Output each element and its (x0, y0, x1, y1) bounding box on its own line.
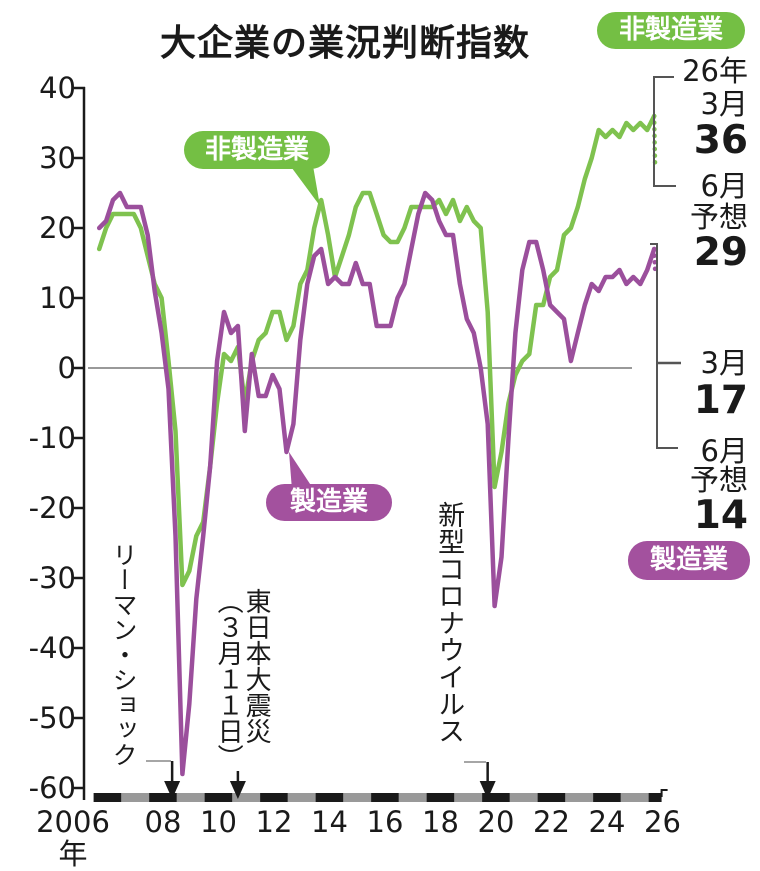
callout-nm-year: 26年 (682, 54, 748, 88)
x-axis-year-block (121, 793, 150, 802)
x-tick-label: 24 (588, 805, 626, 839)
callout-nm-forecast-value: 29 (693, 230, 748, 275)
x-tick-label: 22 (533, 805, 570, 839)
x-axis-year-block (426, 793, 455, 802)
x-axis-year-block (343, 793, 372, 802)
x-axis-year-block (593, 793, 621, 802)
manufacturing-callout-bracket (650, 243, 678, 449)
x-tick-label: 16 (366, 805, 404, 839)
y-tick-label: -50 (28, 701, 76, 735)
y-tick-label: -40 (28, 631, 76, 665)
annotation-earthquake-line2: （３月１１日） (213, 588, 244, 770)
y-tick-label: -60 (28, 771, 76, 805)
callout-nm-forecast-word: 予想 (689, 200, 748, 234)
nonmanufacturing-callout-bracket (653, 76, 676, 187)
manufacturing-label-tail (289, 452, 314, 490)
x-axis-year-block (315, 793, 344, 802)
callout-m-month: 3月 (700, 346, 748, 380)
x-axis-year-block (565, 793, 594, 802)
nonmanufacturing-label-tail (286, 160, 320, 206)
legend-badge-manufacturing: 製造業 (628, 541, 750, 580)
x-axis-year-block (287, 793, 316, 802)
y-tick-label: -20 (28, 491, 76, 525)
callout-m-forecast-word: 予想 (689, 463, 748, 497)
callout-m-forecast-value: 14 (693, 493, 748, 538)
x-axis-year-block (398, 793, 427, 802)
covid-arrow-head (479, 781, 496, 799)
x-tick-label: 18 (422, 805, 459, 839)
y-tick-label: 30 (39, 141, 76, 175)
x-axis-year-block (260, 793, 288, 802)
annotation-lehman-shock: リーマン・ショック (109, 542, 138, 767)
x-tick-label: 10 (200, 805, 237, 839)
y-tick-label: 40 (39, 71, 76, 105)
x-axis-year-block (509, 793, 538, 802)
series-label-nonmanufacturing: 非製造業 (184, 131, 330, 169)
x-tick-label: 12 (255, 805, 293, 839)
y-tick-label: -30 (28, 561, 76, 595)
x-axis-year-block (149, 793, 177, 802)
page-title: 大企業の業況判断指数 (159, 23, 530, 64)
callout-m-value: 17 (693, 378, 748, 423)
x-axis-year-block (620, 793, 649, 802)
annotation-covid: 新型コロナウイルス (433, 501, 465, 744)
y-tick-label: 20 (39, 211, 76, 245)
x-axis-year-block (454, 793, 483, 802)
x-tick-label: 08 (144, 805, 182, 839)
earthquake-arrow-head (229, 781, 246, 799)
manufacturing-line (96, 190, 657, 777)
x-axis-year-block (204, 793, 233, 802)
callout-m-forecast-month: 6月 (700, 434, 748, 468)
y-tick-label: 10 (39, 281, 76, 315)
lehman-arrow-head (164, 781, 181, 799)
x-tick-label: 26 (644, 805, 681, 839)
x-axis-year-block (648, 793, 662, 802)
nonmanufacturing-line (96, 113, 657, 588)
annotation-earthquake-line1: 東日本大震災 (241, 588, 272, 744)
x-axis-year-block (93, 793, 122, 802)
x-tick-label: 20 (477, 805, 515, 839)
callout-nm-month: 3月 (700, 87, 748, 121)
x-axis-year-block (537, 793, 566, 802)
x-axis-year-block (232, 793, 261, 802)
x-axis-year-block (371, 793, 399, 802)
y-tick-label: 0 (57, 351, 76, 385)
x-axis-year-block (482, 793, 510, 802)
y-tick-label: -10 (28, 421, 76, 455)
x-axis-year-block (176, 793, 205, 802)
callout-nm-forecast-month: 6月 (700, 169, 748, 203)
annotation-earthquake: 東日本大震災 （３月１１日） (213, 588, 272, 778)
callout-nm-value: 36 (693, 118, 748, 163)
series-label-manufacturing: 製造業 (266, 484, 392, 521)
x-axis-end-hook (660, 789, 668, 797)
legend-badge-nonmanufacturing: 非製造業 (597, 12, 745, 49)
x-tick-label: 2006年 (36, 805, 110, 871)
x-tick-label: 14 (311, 805, 348, 839)
